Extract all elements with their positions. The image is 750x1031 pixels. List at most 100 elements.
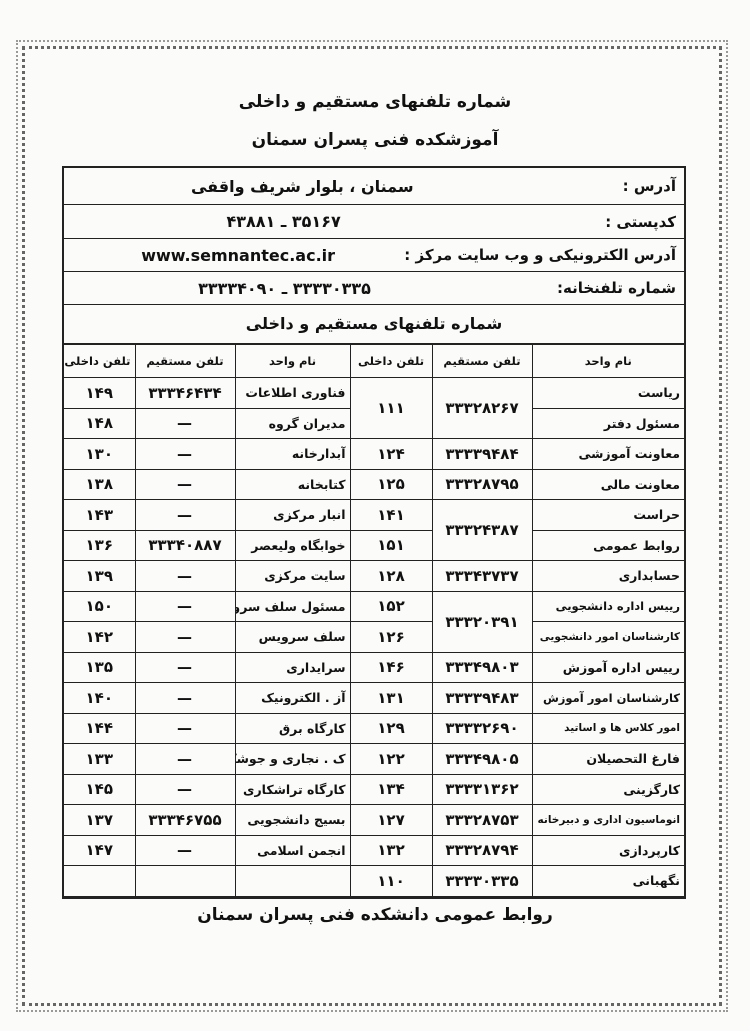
internal-ext: ۱۴۰	[64, 682, 136, 714]
direct-phone: ۳۳۳۲۴۳۸۷	[431, 499, 533, 561]
internal-ext: ۱۳۹	[64, 560, 136, 592]
table-title: شماره تلفنهای مستقیم و داخلی	[64, 305, 684, 344]
internal-ext: ۱۲۹	[349, 712, 433, 744]
internal-ext: ۱۲۲	[349, 743, 433, 775]
phone-table: نام واحد تلفن مستقیم تلفن داخلی نام واحد تلف…	[64, 344, 684, 897]
unit-name: بسیج دانشجویی	[234, 804, 351, 836]
internal-ext: ۱۳۲	[349, 834, 433, 866]
internal-ext: ۱۱۱	[349, 377, 433, 439]
direct-phone: —	[134, 621, 236, 653]
internal-ext: ۱۴۴	[64, 712, 136, 744]
internal-ext: ۱۳۱	[349, 682, 433, 714]
direct-phone: ۳۳۳۳۰۳۳۵	[431, 865, 533, 897]
internal-ext: ۱۲۶	[349, 621, 433, 653]
website-value: www.semnantec.ac.ir	[141, 245, 336, 265]
table-row: فارغ التحصیلان ۳۳۳۴۹۸۰۵ ۱۲۲ ک . نجاری و جوش…	[64, 743, 684, 775]
table-row: معاونت آموزشی ۳۳۳۳۹۴۸۴ ۱۲۴ آبدارخانه —۱۳۰	[64, 438, 684, 470]
unit-name: ک . نجاری و جوشکاری	[234, 743, 351, 775]
direct-phone: —	[134, 743, 236, 775]
internal-ext: ۱۵۱	[349, 529, 433, 561]
internal-ext: ۱۴۹	[64, 377, 136, 409]
internal-ext: ۱۴۵	[64, 773, 136, 805]
internal-ext: ۱۲۴	[349, 438, 433, 470]
internal-ext: ۱۴۷	[64, 834, 136, 866]
postal-value: ۳۵۱۶۷ ـ ۴۳۸۸۱	[226, 212, 341, 231]
unit-name: حسابداری	[531, 560, 684, 592]
column-header: تلفن مستقیم	[431, 344, 533, 378]
direct-phone: ۳۳۳۳۲۶۹۰	[431, 712, 533, 744]
unit-name: مدیران گروه	[234, 407, 351, 439]
switchboard-label: شماره تلفنخانه:	[557, 279, 676, 297]
table-row: انوماسیون اداری و دبیرخانه ۳۳۳۲۸۷۵۳ ۱۲۷ بسی…	[64, 804, 684, 836]
internal-ext: ۱۵۲	[349, 590, 433, 622]
unit-name: آز . الکترونیک	[234, 682, 351, 714]
table-row: کارشناسان امور آموزش ۳۳۳۳۹۴۸۳ ۱۳۱ آز . الکت…	[64, 682, 684, 714]
unit-name: رییس اداره دانشجویی	[531, 590, 684, 622]
unit-name: ریاست	[531, 377, 684, 409]
address-row: آدرس : سمنان ، بلوار شریف واقفی	[64, 168, 684, 205]
internal-ext: ۱۴۶	[349, 651, 433, 683]
internal-ext: ۱۴۲	[64, 621, 136, 653]
unit-name: کارگاه تراشکاری	[234, 773, 351, 805]
unit-name: روابط عمومی	[531, 529, 684, 561]
unit-name: نگهبانی	[531, 865, 684, 897]
internal-ext: ۱۵۰	[64, 590, 136, 622]
column-header: نام واحد	[234, 344, 351, 378]
direct-phone: ۳۳۳۲۸۷۹۴	[431, 834, 533, 866]
direct-phone: —	[134, 712, 236, 744]
empty-cell	[134, 865, 236, 897]
direct-phone: ۳۳۳۴۶۴۳۴	[134, 377, 236, 409]
directory-box: آدرس : سمنان ، بلوار شریف واقفی کدپستی :…	[62, 166, 686, 899]
direct-phone: —	[134, 468, 236, 500]
direct-phone: —	[134, 590, 236, 622]
table-row: معاونت مالی ۳۳۳۲۸۷۹۵ ۱۲۵ کتابخانه —۱۳۸	[64, 468, 684, 500]
table-row: حراست ۳۳۳۲۴۳۸۷ ۱۴۱ انبار مرکزی —۱۴۳	[64, 499, 684, 561]
unit-name: مسئول سلف سرویس	[234, 590, 351, 622]
direct-phone: ۳۳۳۴۳۷۳۷	[431, 560, 533, 592]
internal-ext: ۱۱۰	[349, 865, 433, 897]
direct-phone: ۳۳۳۲۸۲۶۷	[431, 377, 533, 439]
internal-ext: ۱۴۸	[64, 407, 136, 439]
direct-phone: ۳۳۳۴۹۸۰۵	[431, 743, 533, 775]
unit-name: سرایداری	[234, 651, 351, 683]
unit-name: انوماسیون اداری و دبیرخانه	[531, 804, 684, 836]
direct-phone: ۳۳۳۳۱۳۶۲	[431, 773, 533, 805]
switchboard-value: ۳۳۳۳۰۳۳۵ ـ ۳۳۳۳۴۰۹۰	[198, 278, 371, 298]
direct-phone: ۳۳۳۳۹۴۸۳	[431, 682, 533, 714]
unit-name: کتابخانه	[234, 468, 351, 500]
header-row: نام واحد تلفن مستقیم تلفن داخلی نام واحد تلف…	[64, 344, 684, 378]
column-header: تلفن مستقیم	[134, 344, 236, 378]
direct-phone: ۳۳۳۲۸۷۹۵	[431, 468, 533, 500]
internal-ext: ۱۴۳	[64, 499, 136, 531]
website-label: آدرس الکترونیکی و وب سایت مرکز :	[404, 246, 676, 264]
unit-name: کارگاه برق	[234, 712, 351, 744]
footer: روابط عمومی دانشکده فنی پسران سمنان	[197, 905, 553, 925]
direct-phone: ۳۳۳۲۸۷۵۳	[431, 804, 533, 836]
unit-name: حراست	[531, 499, 684, 531]
switchboard-row: شماره تلفنخانه: ۳۳۳۳۰۳۳۵ ـ ۳۳۳۳۴۰۹۰	[64, 272, 684, 305]
column-header: تلفن داخلی	[349, 344, 433, 378]
unit-name: کارپردازی	[531, 834, 684, 866]
table-row: حسابداری ۳۳۳۴۳۷۳۷ ۱۲۸ سایت مرکزی —۱۳۹	[64, 560, 684, 592]
internal-ext: ۱۲۷	[349, 804, 433, 836]
internal-ext: ۱۳۷	[64, 804, 136, 836]
unit-name: رییس اداره آموزش	[531, 651, 684, 683]
table-row: امور کلاس ها و اساتید ۳۳۳۳۲۶۹۰ ۱۲۹ کارگاه ب…	[64, 712, 684, 744]
decorative-frame	[16, 40, 728, 1012]
direct-phone: ۳۳۳۳۹۴۸۴	[431, 438, 533, 470]
table-row: کارپردازی ۳۳۳۲۸۷۹۴ ۱۳۲ انجمن اسلامی —۱۴۷	[64, 834, 684, 866]
unit-name: معاونت مالی	[531, 468, 684, 500]
unit-name: خوابگاه ولیعصر	[234, 529, 351, 561]
table-row: ریاست ۳۳۳۲۸۲۶۷ ۱۱۱ فناوری اطلاعات ۳۳۳۴۶۴۳۴ ۱۴…	[64, 377, 684, 439]
unit-name: فناوری اطلاعات	[234, 377, 351, 409]
direct-phone: —	[134, 438, 236, 470]
direct-phone: —	[134, 499, 236, 531]
direct-phone: —	[134, 651, 236, 683]
empty-cell	[234, 865, 351, 897]
direct-phone: ۳۳۳۴۹۸۰۳	[431, 651, 533, 683]
direct-phone: —	[134, 560, 236, 592]
table-row: کارگزینی ۳۳۳۳۱۳۶۲ ۱۳۴ کارگاه تراشکاری —۱۴۵	[64, 773, 684, 805]
unit-name: مسئول دفتر	[531, 407, 684, 439]
unit-name: انجمن اسلامی	[234, 834, 351, 866]
